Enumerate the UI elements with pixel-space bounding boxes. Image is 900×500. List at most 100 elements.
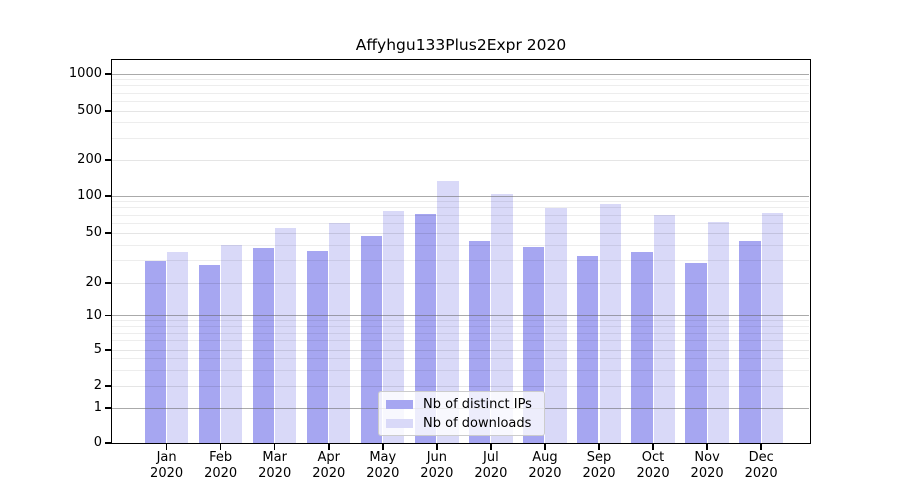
gridline-y-5 — [112, 349, 810, 351]
legend-item-distinct-ips: Nb of distinct IPs — [386, 397, 537, 412]
gridline-y-7 — [112, 332, 810, 334]
bar-ips-jan — [144, 260, 167, 444]
x-tick-label-jun: Jun 2020 — [420, 450, 454, 481]
gridline-y-600 — [112, 100, 810, 102]
y-tick-label-1: 1 — [93, 400, 102, 415]
y-tick-label-50: 50 — [85, 225, 102, 240]
x-tick-jan — [165, 444, 168, 450]
y-tick-5 — [105, 349, 111, 351]
y-tick-label-10: 10 — [85, 307, 102, 323]
y-tick-1 — [105, 407, 111, 409]
x-tick-label-jul: Jul 2020 — [474, 450, 508, 481]
legend-item-downloads: Nb of downloads — [386, 416, 537, 431]
bar-downloads-jul — [491, 194, 513, 444]
bar-ips-feb — [198, 264, 221, 444]
y-tick-label-100: 100 — [77, 188, 102, 203]
x-tick-feb — [219, 444, 222, 450]
chart-title: Affyhgu133Plus2Expr 2020 — [355, 36, 567, 54]
x-tick-label-feb: Feb 2020 — [204, 450, 238, 481]
x-tick-label-aug: Aug 2020 — [528, 450, 562, 481]
y-tick-label-500: 500 — [77, 103, 102, 118]
y-tick-50 — [105, 232, 111, 234]
gridline-y-3 — [112, 369, 810, 371]
x-tick-label-apr: Apr 2020 — [312, 450, 346, 481]
y-tick-label-5: 5 — [93, 342, 102, 357]
gridline-y-4 — [112, 358, 810, 360]
y-tick-10 — [105, 314, 111, 317]
legend-swatch-distinct-ips — [386, 399, 413, 409]
gridline-y-100 — [112, 195, 810, 197]
y-tick-0 — [105, 442, 111, 444]
bar-downloads-may — [383, 210, 405, 444]
gridline-y-10 — [112, 315, 810, 317]
gridline-y-6 — [112, 340, 810, 342]
bar-downloads-mar — [275, 227, 297, 444]
bar-downloads-feb — [221, 245, 243, 444]
y-tick-100 — [105, 195, 111, 197]
gridline-y-20 — [112, 282, 810, 284]
x-tick-label-sep: Sep 2020 — [582, 450, 616, 481]
x-tick-label-jan: Jan 2020 — [150, 450, 184, 481]
x-tick-aug — [544, 444, 546, 450]
x-tick-oct — [652, 444, 654, 450]
y-tick-500 — [105, 110, 111, 112]
bar-downloads-jan — [167, 252, 189, 444]
x-tick-label-mar: Mar 2020 — [258, 450, 292, 481]
x-tick-nov — [706, 444, 708, 450]
y-tick-1000 — [105, 73, 111, 75]
bar-downloads-oct — [653, 215, 675, 444]
x-tick-label-nov: Nov 2020 — [690, 450, 724, 481]
legend: Nb of distinct IPs Nb of downloads — [378, 391, 545, 436]
bar-ips-may — [361, 236, 383, 444]
gridline-y-40 — [112, 244, 810, 246]
bar-ips-dec — [739, 241, 761, 444]
bar-ips-apr — [307, 250, 329, 444]
x-tick-mar — [273, 444, 276, 450]
y-tick-200 — [105, 159, 111, 161]
gridline-y-9 — [112, 320, 810, 322]
gridline-y-80 — [112, 207, 810, 209]
y-tick-label-1000: 1000 — [68, 66, 102, 81]
y-tick-label-200: 200 — [77, 152, 102, 167]
y-tick-label-20: 20 — [85, 275, 102, 290]
y-tick-20 — [105, 282, 111, 284]
legend-label-distinct-ips: Nb of distinct IPs — [423, 396, 532, 412]
x-tick-jun — [436, 444, 438, 450]
bar-downloads-jun — [437, 181, 459, 444]
bar-ips-jun — [415, 213, 437, 444]
x-tick-apr — [328, 444, 330, 450]
gridline-y-30 — [112, 260, 810, 262]
gridline-y-2 — [112, 385, 810, 387]
bar-ips-sep — [577, 255, 599, 444]
bar-downloads-dec — [761, 212, 783, 444]
legend-label-downloads: Nb of downloads — [423, 415, 532, 431]
bar-downloads-aug — [545, 207, 567, 444]
x-tick-sep — [598, 444, 600, 450]
gridline-y-60 — [112, 222, 810, 224]
x-tick-jul — [490, 444, 492, 450]
gridline-y-300 — [112, 137, 810, 139]
bar-downloads-nov — [707, 221, 729, 444]
gridline-y-700 — [112, 92, 810, 94]
gridline-y-400 — [112, 122, 810, 124]
y-tick-label-2: 2 — [93, 378, 102, 393]
bar-ips-mar — [253, 247, 275, 444]
gridline-y-800 — [112, 85, 810, 87]
bar-ips-nov — [685, 262, 707, 444]
y-tick-2 — [105, 385, 111, 387]
bar-downloads-apr — [329, 223, 351, 444]
x-tick-dec — [760, 444, 762, 450]
gridline-y-500 — [112, 110, 810, 112]
x-tick-label-dec: Dec 2020 — [744, 450, 778, 481]
x-tick-label-may: May 2020 — [366, 450, 400, 481]
gridline-y-90 — [112, 201, 810, 203]
gridline-y-200 — [112, 159, 810, 161]
gridline-y-900 — [112, 79, 810, 81]
x-tick-may — [382, 444, 384, 450]
gridline-y-8 — [112, 326, 810, 328]
y-tick-label-0: 0 — [93, 435, 102, 451]
bar-ips-oct — [631, 252, 653, 444]
gridline-y-50 — [112, 232, 810, 234]
gridline-y-70 — [112, 214, 810, 216]
